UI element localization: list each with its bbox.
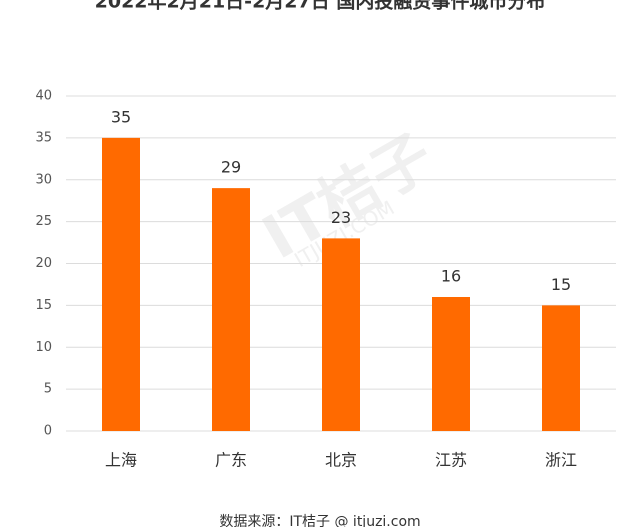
source-note: 数据来源：IT桔子 @ itjuzi.com [219, 514, 420, 527]
data-label: 16 [441, 267, 461, 286]
y-tick-label: 5 [44, 382, 52, 397]
y-tick-label: 25 [35, 214, 52, 229]
bar [322, 238, 360, 431]
data-label: 29 [221, 158, 241, 177]
y-tick-label: 40 [35, 89, 52, 104]
y-tick-label: 30 [35, 172, 52, 187]
bar [542, 305, 580, 431]
y-tick-label: 20 [35, 256, 52, 271]
x-tick-label: 广东 [215, 451, 247, 470]
y-tick-label: 0 [44, 424, 52, 439]
bar [432, 297, 470, 431]
y-tick-label: 10 [35, 340, 52, 355]
y-tick-label: 15 [35, 298, 52, 313]
x-tick-label: 上海 [105, 451, 137, 470]
data-label: 35 [111, 107, 131, 126]
bar [102, 137, 140, 431]
x-tick-label: 北京 [325, 451, 357, 470]
data-label: 23 [331, 208, 351, 227]
y-tick-label: 35 [35, 130, 52, 145]
x-tick-label: 浙江 [545, 451, 577, 470]
chart-title: 2022年2月21日-2月27日 国内投融资事件城市分布 [95, 0, 546, 13]
bar [212, 188, 250, 431]
x-tick-label: 江苏 [435, 451, 467, 470]
data-label: 15 [551, 275, 571, 294]
